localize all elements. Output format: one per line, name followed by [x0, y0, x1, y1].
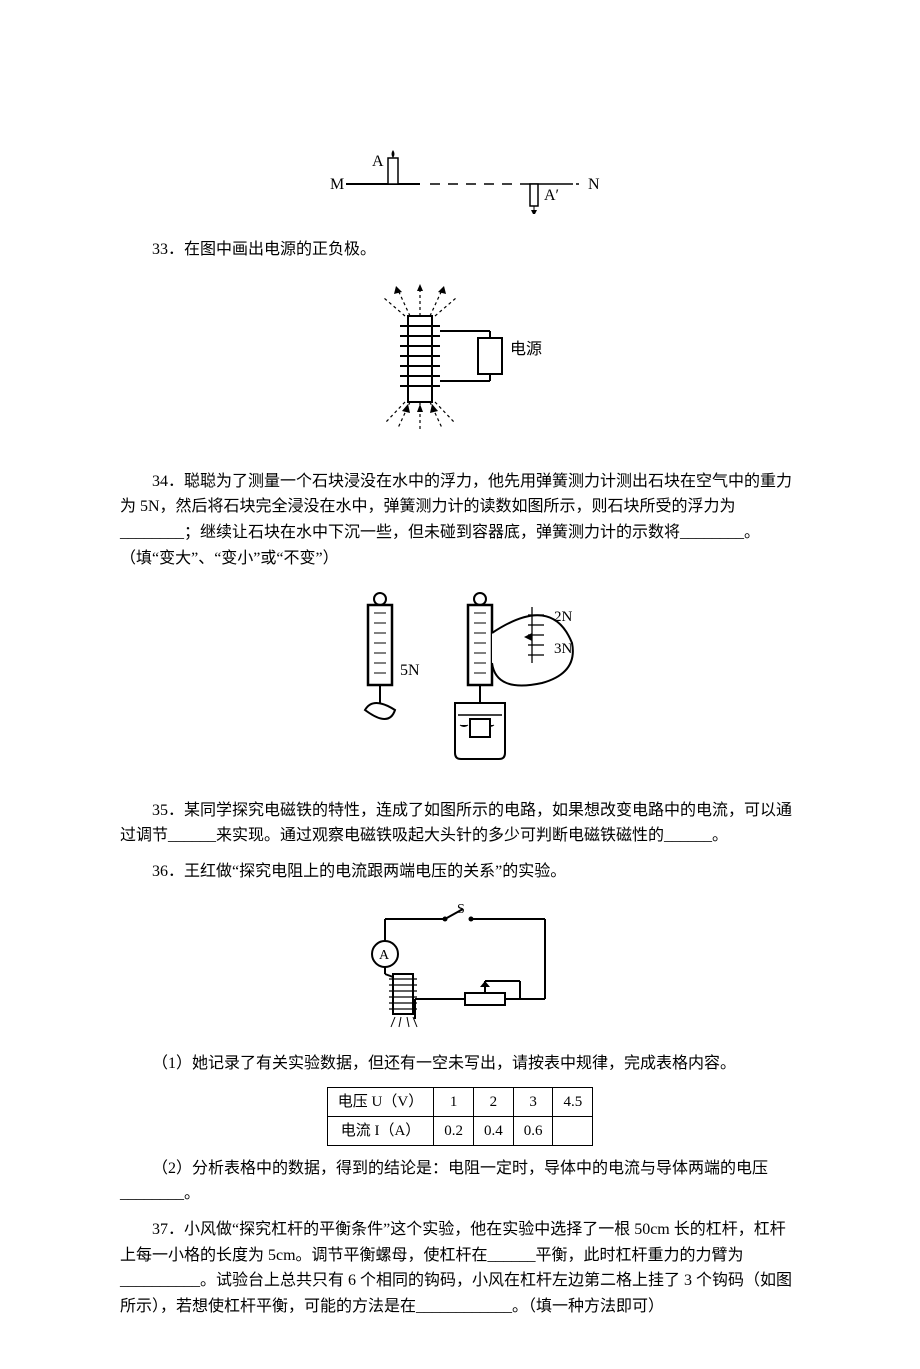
- label-source: 电源: [510, 340, 542, 358]
- q36-sub2: （2）分析表格中的数据，得到的结论是：电阻一定时，导体中的电流与导体两端的电压_…: [120, 1156, 800, 1207]
- q36-table: 电压 U（V） 1 2 3 4.5 电流 I（A） 0.2 0.4 0.6: [327, 1087, 593, 1146]
- label-A: A: [372, 153, 384, 170]
- q34-figure: 5N 2N 3N: [120, 585, 800, 784]
- q34-text: 34．聪聪为了测量一个石块浸没在水中的浮力，他先用弹簧测力计测出石块在空气中的重…: [120, 469, 800, 571]
- svg-text:A: A: [379, 948, 390, 963]
- label-5N: 5N: [400, 662, 420, 679]
- label-3N: 3N: [554, 641, 573, 657]
- th-voltage: 电压 U（V）: [327, 1087, 433, 1116]
- q33-figure: 电源: [120, 276, 800, 455]
- q36-sub1: （1）她记录了有关实验数据，但还有一空未写出，请按表中规律，完成表格内容。: [120, 1051, 800, 1077]
- q33-text: 33．在图中画出电源的正负极。: [120, 237, 800, 263]
- q35-text: 35．某同学探究电磁铁的特性，连成了如图所示的电路，如果想改变电路中的电流，可以…: [120, 798, 800, 849]
- label-A2: A′: [544, 187, 559, 204]
- q37-text: 37．小风做“探究杠杆的平衡条件”这个实验，他在实验中选择了一根 50cm 长的…: [120, 1217, 800, 1319]
- q36-figure: S A: [120, 899, 800, 1038]
- label-N: N: [588, 176, 600, 193]
- q32-figure: M A A′ N: [120, 134, 800, 223]
- th-current: 电流 I（A）: [327, 1116, 433, 1145]
- label-M: M: [330, 176, 344, 193]
- q36-text: 36．王红做“探究电阻上的电流跟两端电压的关系”的实验。: [120, 859, 800, 885]
- label-S: S: [457, 902, 465, 917]
- label-2N: 2N: [554, 609, 573, 625]
